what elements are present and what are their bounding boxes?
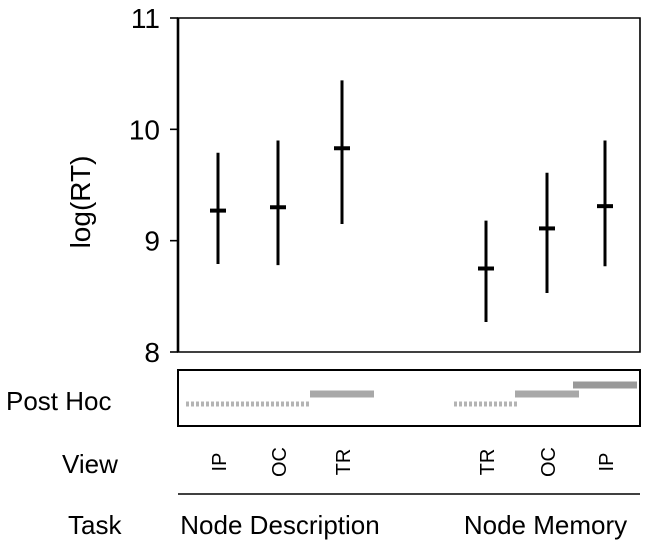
task-group-label: Node Description — [180, 510, 379, 540]
view-label: View — [62, 449, 118, 479]
view-category-label: IP — [596, 453, 618, 472]
view-category-label: TR — [333, 449, 355, 476]
y-axis-ticks: 8 9 10 11 — [129, 3, 178, 368]
y-tick-label: 9 — [144, 226, 160, 257]
view-category-label: TR — [477, 449, 499, 476]
post-hoc-label: Post Hoc — [6, 386, 112, 416]
post-hoc-bars — [186, 381, 637, 407]
y-tick-label: 8 — [144, 337, 160, 368]
y-axis-label: log(RT) — [65, 156, 96, 249]
view-category-labels: IP OC TR TR OC IP — [209, 447, 618, 477]
plot-frame — [177, 17, 641, 353]
post-hoc-frame — [177, 369, 641, 427]
view-category-label: IP — [209, 453, 231, 472]
view-category-label: OC — [538, 447, 560, 477]
error-bars — [210, 80, 613, 322]
task-group-label: Node Memory — [464, 510, 627, 540]
task-group-labels: Node Description Node Memory — [180, 510, 627, 540]
view-category-label: OC — [269, 447, 291, 477]
y-tick-label: 10 — [129, 114, 160, 145]
task-label: Task — [68, 510, 122, 540]
y-tick-label: 11 — [131, 3, 160, 34]
